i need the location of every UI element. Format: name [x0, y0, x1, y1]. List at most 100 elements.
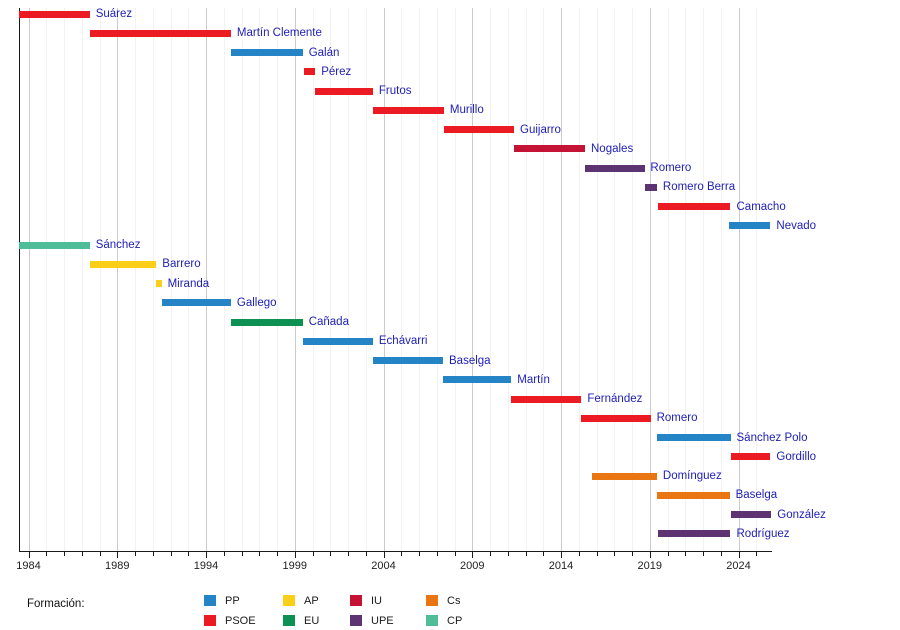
bar-label: Miranda: [167, 277, 210, 290]
bar-label: Romero Berra: [662, 181, 736, 194]
minor-gridline: [152, 8, 154, 551]
bar-label: Martín: [517, 373, 550, 386]
major-tick: [649, 552, 651, 558]
minor-gridline: [436, 8, 438, 551]
timeline-bar: [657, 530, 731, 538]
x-axis-spine: [18, 551, 773, 553]
minor-tick: [46, 552, 48, 556]
minor-gridline: [99, 8, 101, 551]
minor-gridline: [454, 8, 456, 551]
minor-gridline: [419, 8, 420, 551]
timeline-bar: [592, 472, 657, 480]
minor-gridline: [170, 8, 172, 551]
bar-label: Frutos: [378, 85, 412, 97]
bar-label: Nevado: [776, 219, 817, 232]
legend-label-psoe: PSOE: [225, 615, 256, 627]
major-tick: [383, 552, 385, 558]
legend-swatch-upe: [350, 615, 362, 626]
minor-tick: [578, 552, 580, 556]
bar-label: Domínguez: [662, 470, 722, 482]
minor-gridline: [46, 8, 48, 551]
bar-label: Barrero: [162, 258, 201, 271]
minor-tick: [330, 552, 332, 556]
timeline-bar: [230, 49, 303, 56]
major-tick: [28, 552, 30, 558]
legend-label-iu: IU: [371, 595, 382, 607]
major-tick: [117, 552, 119, 558]
minor-tick: [720, 552, 722, 556]
major-gridline: [206, 8, 207, 551]
minor-tick: [632, 552, 633, 556]
axis-tick-label: 1989: [105, 560, 130, 572]
minor-gridline: [614, 8, 616, 551]
timeline-bar: [89, 29, 231, 37]
minor-tick: [667, 552, 669, 556]
axis-tick-label: 2019: [637, 560, 663, 572]
minor-tick: [277, 552, 278, 556]
minor-tick: [525, 552, 527, 556]
minor-gridline: [135, 8, 136, 551]
legend-swatch-eu: [283, 615, 295, 626]
minor-tick: [436, 552, 438, 556]
legend-swatch-psoe: [204, 615, 216, 626]
minor-gridline: [490, 8, 491, 551]
minor-gridline: [578, 8, 580, 551]
major-gridline: [294, 8, 296, 551]
bar-label: Guijarro: [520, 123, 561, 136]
timeline-bar: [657, 203, 731, 210]
minor-gridline: [348, 8, 349, 551]
bar-label: González: [777, 508, 826, 521]
minor-gridline: [703, 8, 704, 551]
timeline-bar: [511, 395, 582, 403]
minor-tick: [241, 552, 243, 556]
minor-tick: [401, 552, 403, 556]
minor-gridline: [241, 8, 243, 551]
minor-tick: [703, 552, 704, 556]
legend-swatch-cs: [426, 595, 438, 606]
minor-tick: [614, 552, 616, 556]
major-tick: [472, 552, 474, 558]
bar-label: Rodríguez: [736, 527, 790, 540]
bar-label: Gallego: [236, 296, 277, 309]
minor-tick: [152, 552, 154, 556]
major-gridline: [383, 8, 385, 551]
timeline-bar: [315, 87, 373, 95]
timeline-bar: [89, 260, 157, 268]
bar-label: Sánchez Polo: [736, 431, 808, 444]
axis-tick-label: 1984: [16, 560, 41, 572]
timeline-bar: [443, 376, 512, 384]
minor-gridline: [632, 8, 633, 551]
bar-label: Camacho: [736, 200, 786, 213]
legend-label-cp: CP: [447, 615, 463, 627]
bar-label: Murillo: [449, 104, 484, 117]
major-gridline: [649, 8, 651, 551]
major-tick: [294, 552, 296, 558]
timeline-bar: [514, 145, 585, 153]
minor-tick: [543, 552, 545, 556]
bar-label: Sánchez: [95, 239, 141, 251]
bar-label: Baselga: [735, 489, 778, 502]
minor-gridline: [525, 8, 527, 551]
bar-label: Galán: [308, 46, 340, 59]
minor-gridline: [312, 8, 314, 551]
bar-label: Romero: [656, 412, 698, 425]
timeline-bar: [303, 68, 316, 76]
legend-label-eu: EU: [304, 615, 320, 627]
minor-tick: [490, 552, 491, 556]
minor-gridline: [596, 8, 598, 551]
minor-tick: [81, 552, 83, 556]
bar-label: Cañada: [308, 316, 349, 328]
timeline-bar: [656, 491, 730, 499]
timeline-bar: [581, 414, 651, 422]
timeline-bar: [730, 453, 771, 461]
major-gridline: [117, 8, 119, 551]
major-gridline: [472, 8, 474, 551]
minor-tick: [365, 552, 367, 556]
bar-label: Baselga: [449, 354, 491, 367]
bar-label: Pérez: [321, 65, 352, 78]
bar-label: Nogales: [591, 142, 634, 155]
timeline-bar: [156, 280, 162, 287]
minor-gridline: [685, 8, 687, 551]
minor-tick: [170, 552, 172, 556]
